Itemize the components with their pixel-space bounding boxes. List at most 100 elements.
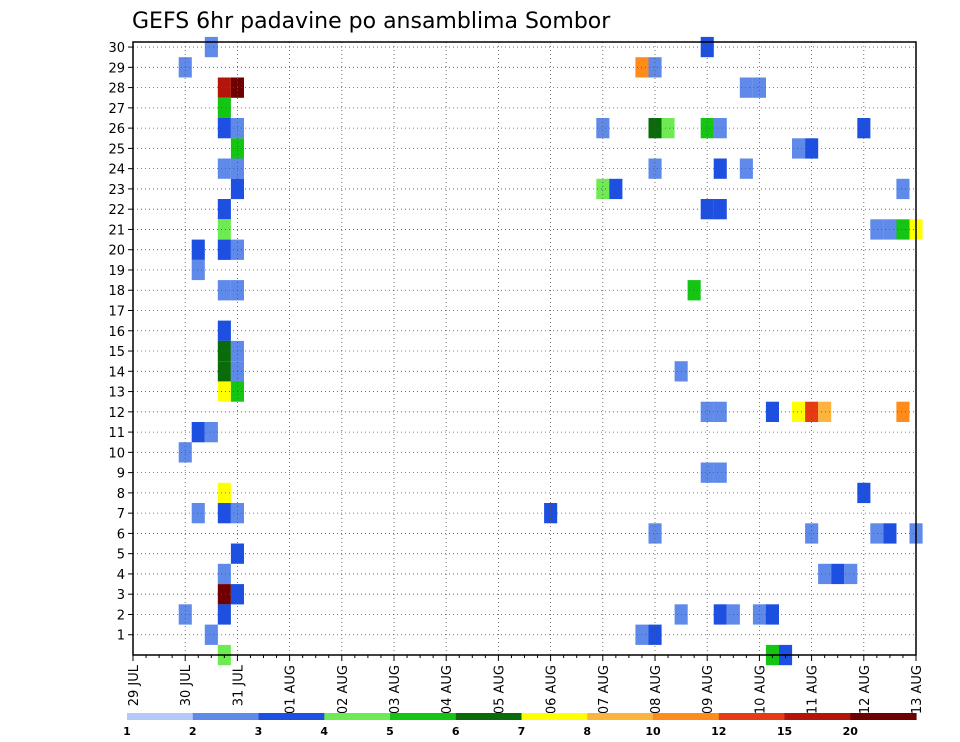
x-tick-label-11: 09 AUG xyxy=(701,665,716,714)
legend-label-4: 5 xyxy=(386,725,394,738)
y-tick-label-13: 13 xyxy=(108,386,125,401)
y-tick-label-29: 29 xyxy=(108,61,125,76)
legend-swatch-4 xyxy=(390,713,457,720)
legend-label-2: 3 xyxy=(255,725,263,738)
cell-m11-s5 xyxy=(191,422,205,443)
cell-m21-s59 xyxy=(896,219,910,240)
cell-m22-s45 xyxy=(713,199,727,220)
y-tick-label-20: 20 xyxy=(108,244,125,259)
y-tick-label-1: 1 xyxy=(117,629,125,644)
legend-swatch-10 xyxy=(784,713,851,720)
x-tick-label-12: 10 AUG xyxy=(753,665,768,714)
y-tick-label-28: 28 xyxy=(108,82,125,97)
chart-title: GEFS 6hr padavine po ansamblima Sombor xyxy=(132,9,611,34)
x-tick-label-10: 08 AUG xyxy=(649,665,664,714)
y-tick-label-27: 27 xyxy=(108,102,125,117)
cell-m6-s57 xyxy=(870,523,884,544)
legend-label-0: 1 xyxy=(123,725,131,738)
cell-m2-s45 xyxy=(713,604,727,625)
cell-m16-s7 xyxy=(217,320,231,341)
cell-m24-s47 xyxy=(739,158,753,179)
y-tick-label-30: 30 xyxy=(108,41,125,56)
y-tick-label-25: 25 xyxy=(108,142,125,157)
x-tick-label-8: 06 AUG xyxy=(545,665,560,714)
y-tick-label-12: 12 xyxy=(108,406,125,421)
cell-m18-s7 xyxy=(217,280,231,301)
cell-m26-s41 xyxy=(661,118,675,139)
cell-m21-s7 xyxy=(217,219,231,240)
cell-m24-s7 xyxy=(217,158,231,179)
cell-m8-s7 xyxy=(217,482,231,504)
cell-m22-s44 xyxy=(700,199,714,220)
cell-m15-s7 xyxy=(217,340,231,362)
cell-m28-s7 xyxy=(217,77,231,98)
cell-m20-s5 xyxy=(191,239,205,260)
legend-label-6: 7 xyxy=(518,725,526,738)
legend-label-7: 8 xyxy=(583,725,591,738)
cell-m26-s44 xyxy=(700,118,714,139)
cell-m23-s59 xyxy=(896,178,910,200)
plot-frame xyxy=(132,41,917,656)
y-tick-label-10: 10 xyxy=(108,446,125,461)
cell-m24-s45 xyxy=(713,158,727,179)
cells-layer xyxy=(178,36,923,666)
cell-m1-s6 xyxy=(204,624,218,645)
cell-m28-s47 xyxy=(739,77,753,98)
y-tick-label-5: 5 xyxy=(117,548,125,563)
legend-swatch-8 xyxy=(653,713,720,720)
y-tick-label-21: 21 xyxy=(108,223,125,238)
legend-swatch-6 xyxy=(521,713,588,720)
legend-swatch-1 xyxy=(192,713,260,720)
cell-m2-s7 xyxy=(217,604,231,625)
cell-m26-s56 xyxy=(857,118,871,139)
legend-label-11: 20 xyxy=(843,725,859,738)
cell-m26-s36 xyxy=(596,118,610,139)
cell-m20-s7 xyxy=(217,239,231,260)
cell-m4-s53 xyxy=(818,563,832,585)
cell-m6-s40 xyxy=(648,523,662,544)
x-tick-label-5: 03 AUG xyxy=(388,665,403,714)
cell-m12-s59 xyxy=(896,401,910,422)
x-tick-label-0: 29 JUL xyxy=(127,664,142,706)
legend-swatch-3 xyxy=(324,713,391,720)
y-tick-label-3: 3 xyxy=(117,588,125,603)
cell-m3-s7 xyxy=(217,584,231,605)
x-axis: 29 JUL 30 JUL 31 JUL 01 AUG 02 AUG 03 AUG 04 A… xyxy=(127,655,925,714)
y-tick-label-24: 24 xyxy=(108,163,125,178)
x-tick-label-6: 04 AUG xyxy=(440,665,455,714)
grid-layer xyxy=(133,42,916,655)
legend-swatch-2 xyxy=(258,713,325,720)
cell-m12-s51 xyxy=(792,401,806,422)
legend-swatch-0 xyxy=(127,713,194,720)
y-tick-label-6: 6 xyxy=(117,527,125,542)
y-tick-label-22: 22 xyxy=(108,203,125,218)
y-tick-label-2: 2 xyxy=(117,608,125,623)
legend-label-1: 2 xyxy=(189,725,197,738)
y-tick-label-18: 18 xyxy=(108,284,125,299)
x-tick-label-3: 01 AUG xyxy=(284,665,299,714)
cell-m19-s5 xyxy=(191,259,205,281)
y-tick-label-26: 26 xyxy=(108,122,125,137)
cell-m12-s45 xyxy=(713,401,727,422)
cell-m6-s52 xyxy=(805,523,819,544)
legend-swatch-11 xyxy=(850,713,917,720)
cell-m23-s37 xyxy=(609,178,623,200)
cell-m27-s7 xyxy=(217,97,231,118)
cell-m24-s40 xyxy=(648,158,662,179)
legend-label-3: 4 xyxy=(320,725,328,738)
cell-m12-s52 xyxy=(805,401,819,422)
legend-swatch-7 xyxy=(587,713,654,720)
cell-m12-s44 xyxy=(700,401,714,422)
x-tick-label-2: 31 JUL xyxy=(231,664,246,706)
y-tick-label-17: 17 xyxy=(108,305,125,320)
cell-m12-s53 xyxy=(818,401,832,422)
y-tick-label-15: 15 xyxy=(108,345,125,360)
cell-m25-s51 xyxy=(792,138,806,159)
y-tick-label-11: 11 xyxy=(108,426,125,441)
legend-label-8: 10 xyxy=(645,725,661,738)
cell-m22-s7 xyxy=(217,199,231,220)
y-tick-label-4: 4 xyxy=(117,568,125,583)
legend-label-5: 6 xyxy=(452,725,460,738)
cell-m14-s7 xyxy=(217,361,231,382)
